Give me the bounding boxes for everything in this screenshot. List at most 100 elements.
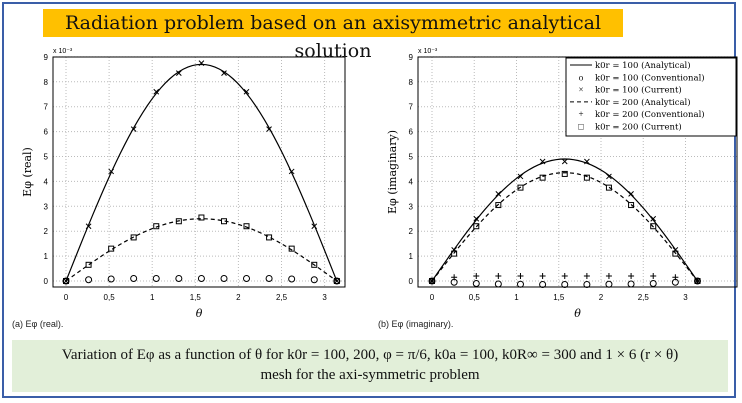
legend-marker: + — [578, 109, 583, 119]
y-tick-label: 1 — [44, 252, 49, 261]
marker-square — [583, 174, 590, 181]
legend-entry: k0r = 100 (Analytical) — [595, 60, 691, 71]
y-axis-label: Eφ (real) — [21, 147, 34, 197]
slide-title: Radiation problem based on an axisymmetr… — [43, 9, 623, 62]
marker-square — [198, 214, 205, 221]
marker-square — [130, 234, 137, 241]
y-tick-label: 0 — [44, 277, 49, 286]
marker-square — [288, 245, 295, 252]
legend-marker: o — [579, 72, 584, 82]
legend-marker: × — [578, 85, 583, 95]
marker-x — [288, 168, 295, 175]
x-tick-label: 1,5 — [190, 293, 202, 302]
marker-x — [539, 158, 546, 165]
y-axis-label: Eφ (imaginary) — [386, 130, 399, 214]
marker-x — [266, 126, 272, 132]
marker-square — [108, 245, 115, 252]
y-tick-label: 6 — [44, 128, 49, 137]
legend-box — [565, 57, 737, 137]
y-tick-label: 8 — [44, 78, 49, 87]
series-line — [431, 172, 698, 282]
x-tick-label: 2,5 — [276, 293, 288, 302]
marker-x — [628, 190, 634, 197]
marker-square — [63, 278, 69, 284]
marker-x — [584, 158, 590, 165]
y-tick-label: 2 — [44, 227, 49, 236]
caption-line-2: mesh for the axi-symmetric problem — [260, 367, 480, 383]
x-axis-label: θ — [196, 307, 203, 320]
y-tick-label: 5 — [44, 153, 49, 162]
marker-square — [266, 234, 273, 241]
y-tick-label: 9 — [409, 53, 414, 62]
caption-line-1: Variation of Eφ as a function of θ for k… — [61, 347, 679, 363]
subcaption-a: (a) Eφ (real). — [12, 319, 64, 329]
marker-square — [694, 278, 701, 284]
x-tick-label: 2,5 — [638, 293, 650, 302]
y-tick-label: 4 — [44, 177, 49, 186]
marker-square — [175, 218, 182, 225]
marker-plus — [539, 273, 546, 280]
subcaption-b: (b) Eφ (imaginary). — [378, 319, 454, 329]
legend-entry: k0r = 200 (Current) — [595, 122, 682, 133]
marker-circle — [561, 280, 569, 288]
y-tick-label: 3 — [409, 202, 414, 211]
series-line — [431, 158, 698, 282]
legend-marker: □ — [578, 122, 584, 132]
marker-circle — [243, 275, 251, 283]
y-tick-label: 4 — [409, 177, 414, 186]
marker-square — [311, 261, 318, 268]
marker-circle — [265, 275, 273, 283]
x-tick-label: 3 — [322, 293, 327, 302]
marker-x — [153, 88, 160, 95]
marker-square — [243, 223, 250, 230]
figure-caption: Variation of Eφ as a function of θ for k… — [12, 340, 728, 392]
marker-square — [672, 250, 679, 257]
y-tick-label: 5 — [409, 153, 414, 162]
legend-entry: k0r = 200 (Analytical) — [595, 97, 691, 108]
legend-entry: k0r = 100 (Current) — [595, 85, 682, 96]
x-tick-label: 0,5 — [469, 293, 481, 302]
x-tick-label: 0,5 — [104, 293, 116, 302]
marker-x — [198, 60, 205, 66]
marker-x — [606, 173, 612, 180]
marker-circle — [583, 280, 591, 288]
marker-plus — [451, 274, 458, 281]
y-tick-label: 9 — [44, 53, 49, 62]
marker-x — [517, 173, 524, 180]
marker-x — [85, 223, 92, 230]
y-scale-label: x 10⁻³ — [418, 48, 438, 55]
marker-square — [451, 250, 458, 257]
marker-x — [473, 215, 480, 222]
x-tick-label: 1,5 — [553, 293, 565, 302]
x-tick-label: 1 — [150, 293, 155, 302]
marker-circle — [516, 280, 524, 288]
marker-plus — [561, 273, 568, 280]
marker-square — [473, 223, 480, 230]
y-scale-label: x 10⁻³ — [53, 48, 73, 55]
axes-box — [417, 56, 738, 288]
marker-x — [221, 70, 227, 76]
marker-x — [311, 223, 318, 230]
marker-circle — [175, 275, 183, 283]
marker-x — [561, 158, 568, 165]
slide-frame — [2, 2, 736, 398]
y-tick-label: 2 — [409, 227, 414, 236]
legend-entry: k0r = 100 (Conventional) — [595, 72, 705, 83]
y-tick-label: 3 — [44, 202, 49, 211]
x-tick-label: 3 — [683, 293, 688, 302]
marker-circle — [539, 280, 547, 288]
marker-plus — [628, 273, 635, 280]
marker-plus — [605, 273, 612, 280]
marker-circle — [220, 275, 228, 283]
y-tick-label: 7 — [409, 103, 414, 112]
marker-circle — [288, 275, 296, 283]
series-line — [65, 63, 338, 282]
marker-x — [495, 190, 502, 197]
marker-circle — [627, 280, 635, 288]
marker-plus — [517, 273, 524, 280]
marker-x — [650, 215, 657, 222]
marker-circle — [197, 275, 205, 283]
marker-plus — [495, 273, 502, 280]
